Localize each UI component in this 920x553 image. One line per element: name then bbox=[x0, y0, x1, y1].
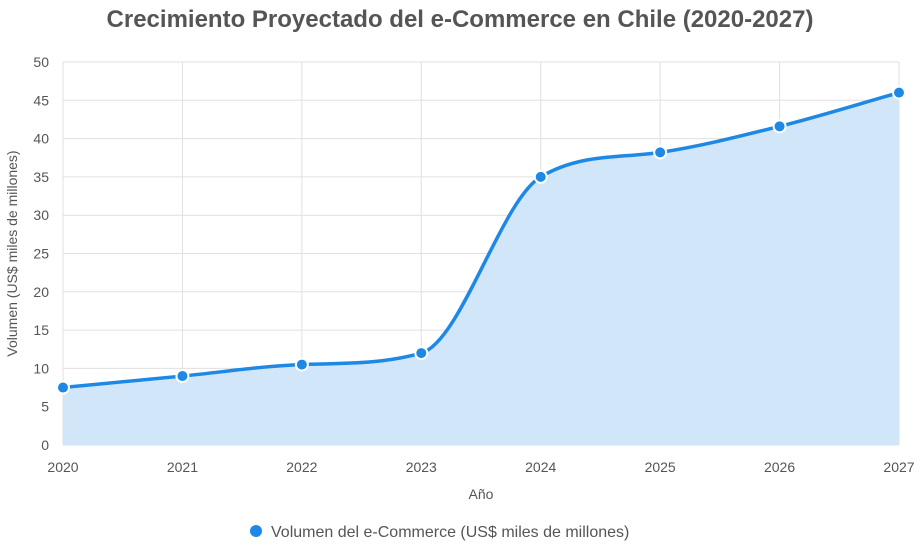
legend-label: Volumen del e-Commerce (US$ miles de mil… bbox=[271, 524, 629, 541]
x-axis-title: Año bbox=[469, 486, 494, 502]
data-point-2024[interactable] bbox=[533, 169, 548, 184]
x-tick-label: 2025 bbox=[645, 459, 676, 475]
y-tick-label: 25 bbox=[33, 246, 49, 262]
y-tick-label: 15 bbox=[33, 322, 49, 338]
y-tick-label: 20 bbox=[33, 284, 49, 300]
y-tick-label: 5 bbox=[41, 399, 49, 415]
series-area-fill bbox=[63, 92, 899, 445]
data-point-2020[interactable] bbox=[56, 380, 70, 395]
x-tick-labels: 2020 2021 2022 2023 2024 2025 2026 2027 bbox=[47, 459, 914, 475]
y-tick-label: 40 bbox=[33, 131, 49, 147]
chart-title: Crecimiento Proyectado del e-Commerce en… bbox=[106, 6, 814, 33]
data-point-2027[interactable] bbox=[892, 85, 906, 100]
y-tick-label: 30 bbox=[33, 207, 49, 223]
data-point-2025[interactable] bbox=[653, 145, 668, 160]
data-point-2026[interactable] bbox=[772, 119, 787, 134]
y-axis-title: Volumen (US$ miles de millones) bbox=[4, 150, 20, 356]
y-tick-label: 0 bbox=[41, 437, 49, 453]
y-tick-label: 35 bbox=[33, 169, 49, 185]
x-tick-label: 2024 bbox=[525, 459, 556, 475]
data-point-2022[interactable] bbox=[294, 357, 309, 372]
y-tick-label: 45 bbox=[33, 92, 49, 108]
y-tick-label: 50 bbox=[33, 54, 49, 70]
data-point-2023[interactable] bbox=[414, 346, 429, 361]
y-tick-label: 10 bbox=[33, 360, 49, 376]
x-tick-label: 2027 bbox=[883, 459, 914, 475]
line-layer bbox=[61, 90, 901, 390]
legend-marker bbox=[250, 525, 262, 537]
x-tick-label: 2022 bbox=[286, 459, 317, 475]
y-tick-labels: 0 5 10 15 20 25 30 35 40 45 50 bbox=[33, 54, 49, 453]
x-tick-label: 2026 bbox=[764, 459, 795, 475]
series-line bbox=[61, 90, 901, 390]
points-layer bbox=[56, 85, 906, 395]
area-layer bbox=[63, 92, 899, 445]
x-tick-label: 2021 bbox=[167, 459, 198, 475]
x-tick-label: 2020 bbox=[47, 459, 78, 475]
data-point-2021[interactable] bbox=[175, 369, 190, 384]
legend[interactable]: Volumen del e-Commerce (US$ miles de mil… bbox=[250, 524, 629, 541]
x-tick-label: 2023 bbox=[406, 459, 437, 475]
